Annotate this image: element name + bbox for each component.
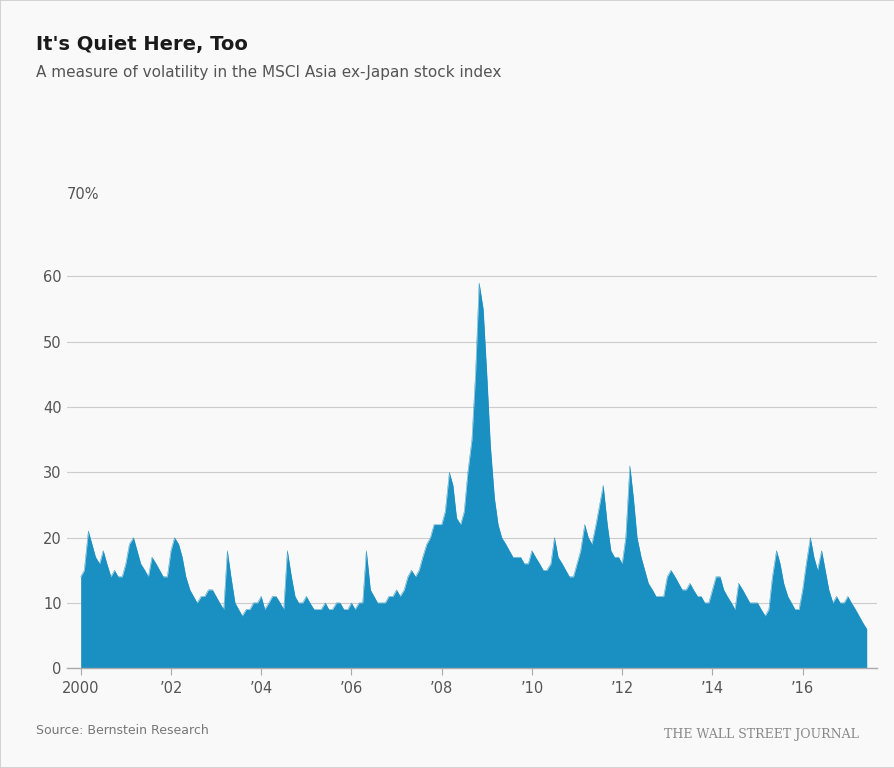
Text: Source: Bernstein Research: Source: Bernstein Research: [36, 724, 208, 737]
Text: It's Quiet Here, Too: It's Quiet Here, Too: [36, 35, 248, 54]
Text: 70%: 70%: [66, 187, 98, 202]
Text: THE WALL STREET JOURNAL: THE WALL STREET JOURNAL: [663, 728, 858, 741]
Text: A measure of volatility in the MSCI Asia ex-Japan stock index: A measure of volatility in the MSCI Asia…: [36, 65, 501, 81]
